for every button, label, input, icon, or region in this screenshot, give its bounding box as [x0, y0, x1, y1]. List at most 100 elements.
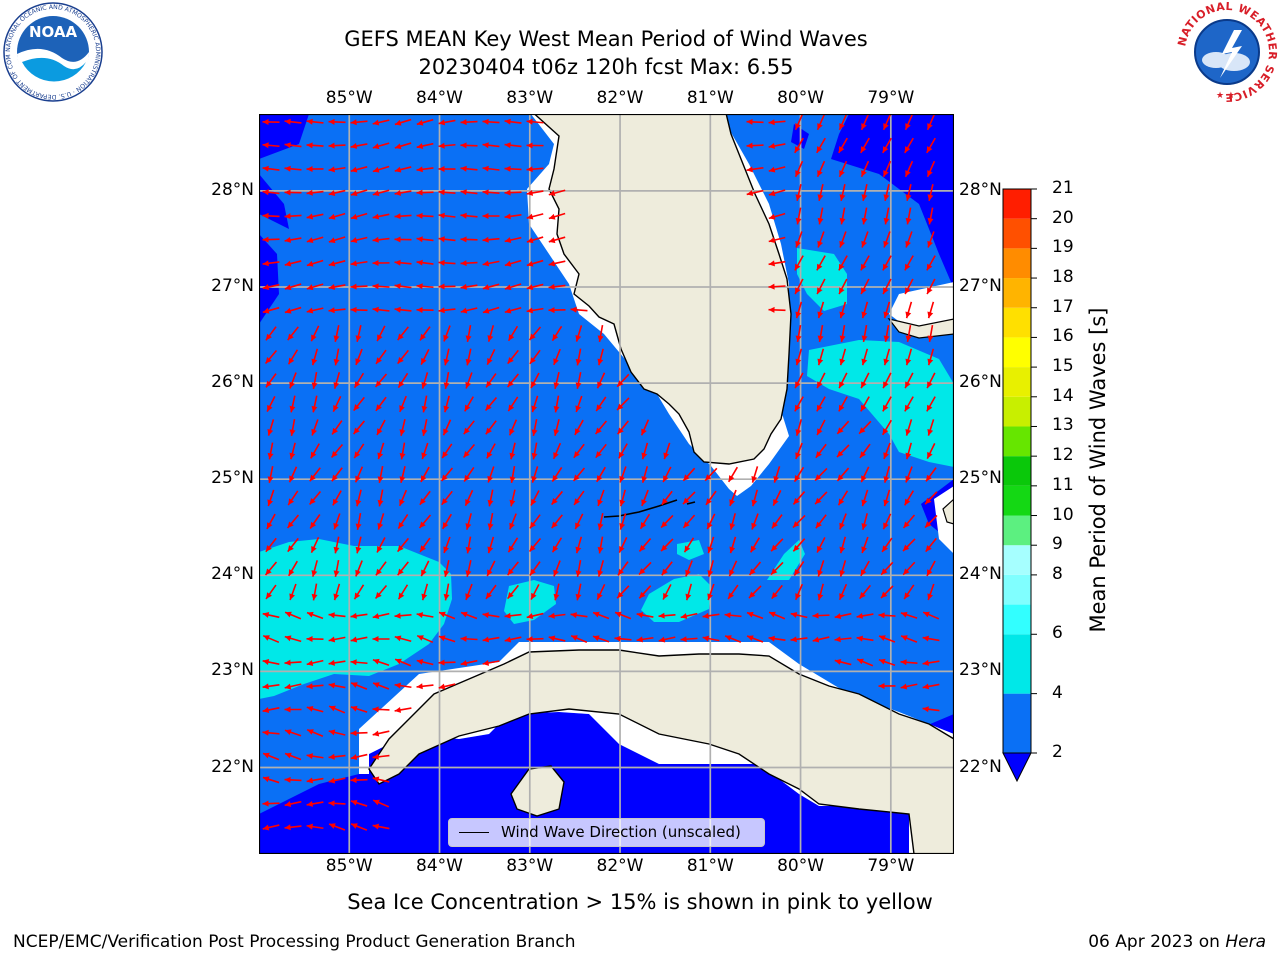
wind-wave-arrow — [795, 348, 803, 366]
wind-wave-arrow — [770, 561, 784, 576]
wind-wave-arrow — [284, 189, 302, 196]
wind-wave-arrow — [416, 142, 434, 149]
wind-wave-arrow — [394, 706, 412, 713]
wind-wave-arrow — [265, 373, 277, 388]
wind-wave-arrow — [399, 395, 407, 413]
lon-tick-bottom: 85°W — [325, 856, 373, 876]
wind-wave-arrow — [595, 443, 607, 459]
grand-bahama — [887, 318, 954, 339]
wind-wave-arrow — [328, 166, 346, 173]
wind-wave-arrow — [816, 160, 826, 178]
wind-wave-arrow — [350, 283, 368, 290]
wind-wave-arrow — [355, 325, 362, 342]
wind-wave-arrow — [284, 729, 302, 737]
mid-period-region-c — [677, 540, 704, 560]
wind-wave-arrow — [286, 514, 300, 529]
wind-wave-arrow — [350, 260, 368, 267]
lon-tick-bottom: 80°W — [777, 856, 825, 876]
wind-wave-arrow — [262, 236, 280, 243]
wind-wave-arrow — [641, 442, 649, 460]
colorbar-extend-arrow — [1002, 752, 1032, 783]
wind-wave-arrow — [750, 537, 760, 553]
wind-wave-arrow — [504, 236, 522, 243]
wind-wave-arrow — [768, 189, 786, 197]
wind-wave-arrow — [482, 189, 500, 196]
wind-wave-arrow — [438, 659, 456, 666]
wind-wave-arrow — [264, 349, 278, 365]
wind-wave-arrow — [927, 231, 935, 248]
wind-wave-arrow — [904, 278, 914, 295]
colorbar-tick-label: 9 — [1052, 534, 1063, 555]
wind-wave-arrow — [729, 489, 737, 507]
wind-wave-arrow — [925, 537, 937, 553]
wind-wave-arrow — [265, 584, 277, 600]
wind-wave-arrow — [575, 372, 582, 389]
wind-wave-arrow — [548, 260, 566, 267]
wind-wave-arrow — [526, 283, 544, 291]
wind-wave-arrow — [416, 166, 434, 173]
wind-wave-arrow — [372, 799, 390, 808]
wind-wave-arrow — [816, 114, 826, 131]
wind-wave-arrow — [905, 442, 913, 460]
wind-wave-arrow — [746, 166, 764, 173]
wind-wave-arrow — [839, 513, 847, 530]
wind-wave-arrow — [350, 799, 368, 807]
wind-wave-arrow — [707, 583, 715, 601]
wind-wave-arrow — [394, 283, 412, 290]
wind-wave-arrow — [416, 118, 434, 126]
wind-wave-arrow — [421, 372, 429, 389]
wind-wave-arrow — [350, 777, 368, 784]
wind-wave-arrow — [504, 118, 522, 125]
wind-wave-arrow — [816, 419, 826, 436]
wind-wave-arrow — [727, 466, 739, 483]
wind-wave-arrow — [746, 611, 764, 620]
wind-wave-arrow — [927, 419, 935, 436]
wind-wave-arrow — [350, 306, 368, 313]
wind-wave-arrow — [597, 560, 605, 577]
wind-wave-arrow — [306, 236, 324, 244]
mid-period-region-f — [807, 340, 954, 467]
wind-wave-arrow — [660, 538, 674, 552]
wind-wave-arrow — [575, 536, 583, 554]
wind-wave-arrow — [420, 560, 430, 577]
wind-wave-arrow — [616, 397, 630, 411]
florida-landmass — [533, 114, 792, 465]
wind-wave-arrow — [399, 442, 406, 460]
wind-wave-arrow — [926, 560, 936, 577]
wind-wave-arrow — [839, 560, 847, 577]
wind-wave-arrow — [616, 585, 630, 599]
wind-wave-arrow — [333, 348, 340, 366]
wind-wave-arrow — [838, 160, 848, 178]
wind-wave-arrow — [551, 537, 563, 553]
wind-wave-arrow — [507, 561, 519, 576]
wind-wave-arrow — [531, 466, 539, 483]
mid-period-region-b — [641, 574, 711, 622]
wind-wave-arrow — [372, 306, 390, 313]
wind-wave-arrow — [262, 800, 280, 807]
wind-wave-arrow — [306, 728, 324, 738]
lon-tick-bottom: 83°W — [506, 856, 554, 876]
wind-wave-arrow — [465, 583, 473, 601]
lat-tick-left: 23°N — [211, 660, 254, 681]
wind-wave-arrow — [416, 634, 434, 644]
wind-wave-arrow — [264, 561, 278, 576]
wind-wave-arrow — [504, 283, 522, 291]
wind-wave-arrow — [482, 260, 500, 267]
wind-wave-arrow — [905, 348, 913, 366]
wind-wave-arrow — [817, 583, 824, 601]
wind-wave-arrow — [377, 466, 384, 483]
wind-wave-arrow — [438, 189, 456, 196]
wind-wave-arrow — [331, 467, 343, 482]
wind-wave-arrow — [484, 396, 498, 412]
wind-wave-arrow — [463, 420, 475, 435]
wind-wave-arrow — [421, 395, 428, 413]
wind-wave-arrow — [526, 636, 544, 643]
wind-wave-arrow — [768, 260, 786, 267]
wind-wave-arrow — [443, 583, 450, 601]
colorbar-segment — [1003, 515, 1031, 546]
wind-wave-arrow — [927, 207, 934, 225]
wind-wave-arrow — [882, 278, 892, 295]
wind-wave-arrow — [350, 753, 368, 760]
footer-date-text: 06 Apr 2023 on — [1088, 932, 1226, 952]
lat-tick-left: 22°N — [211, 756, 254, 777]
